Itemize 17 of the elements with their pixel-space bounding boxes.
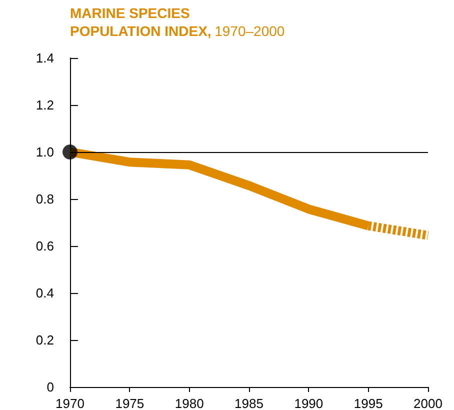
chart-title: MARINE SPECIES POPULATION INDEX, (70, 5, 212, 39)
x-tick-label: 1990 (294, 396, 324, 410)
x-tick-label: 1980 (174, 396, 204, 410)
y-tick-label: 0 (46, 380, 54, 394)
y-tick-label: 0.8 (36, 192, 54, 206)
x-tick-label: 1975 (115, 396, 144, 410)
y-tick-label: 0.4 (36, 286, 54, 300)
chart-subtitle: 1970–2000 (214, 23, 285, 39)
y-tick-label: 0.6 (36, 238, 54, 254)
y-tick-label: 1.4 (36, 50, 54, 66)
x-tick-label: 2000 (414, 396, 442, 410)
x-tick-label: 1995 (354, 396, 383, 410)
y-tick-label: 1.2 (36, 98, 54, 112)
y-tick-label: 0.2 (36, 332, 54, 348)
x-tick-label: 1985 (234, 396, 264, 410)
y-tick-label: 1.0 (36, 144, 54, 160)
x-tick-label: 1970 (56, 396, 84, 410)
